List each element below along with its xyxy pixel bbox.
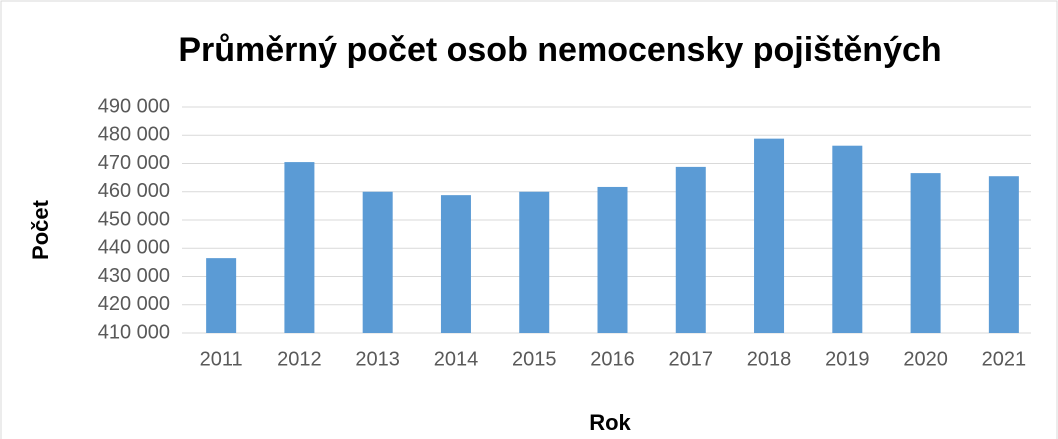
y-axis-label: Počet [28, 199, 53, 260]
x-tick-label: 2016 [590, 348, 635, 370]
y-tick-label: 430 000 [98, 265, 170, 287]
x-tick-label: 2013 [355, 348, 400, 370]
bar [206, 258, 237, 333]
x-axis-label: Rok [589, 410, 631, 435]
bar [754, 138, 785, 333]
x-tick-label: 2020 [903, 348, 948, 370]
bar [597, 186, 628, 333]
x-tick-label: 2014 [434, 348, 479, 370]
bar [519, 191, 550, 333]
x-tick-label: 2019 [825, 348, 870, 370]
y-tick-label: 450 000 [98, 208, 170, 230]
bar [362, 191, 393, 333]
bar [910, 173, 941, 333]
x-tick-label: 2011 [200, 348, 243, 370]
bar [675, 166, 706, 333]
y-tick-label: 420 000 [98, 293, 170, 315]
x-tick-label: 2018 [747, 348, 792, 370]
x-tick-label: 2017 [669, 348, 714, 370]
y-tick-label: 460 000 [98, 180, 170, 202]
bar [440, 195, 471, 333]
y-tick-label: 410 000 [98, 321, 170, 343]
x-tick-label: 2015 [512, 348, 557, 370]
chart-title: Průměrný počet osob nemocensky pojištěný… [178, 31, 941, 69]
y-tick-label: 490 000 [98, 95, 170, 117]
x-tick-label: 2012 [277, 348, 322, 370]
bar [832, 145, 863, 333]
y-tick-label: 480 000 [98, 124, 170, 146]
y-tick-label: 440 000 [98, 237, 170, 259]
y-tick-label: 470 000 [98, 152, 170, 174]
bar [284, 162, 315, 333]
bar [988, 176, 1019, 333]
x-tick-label: 2021 [982, 348, 1027, 370]
